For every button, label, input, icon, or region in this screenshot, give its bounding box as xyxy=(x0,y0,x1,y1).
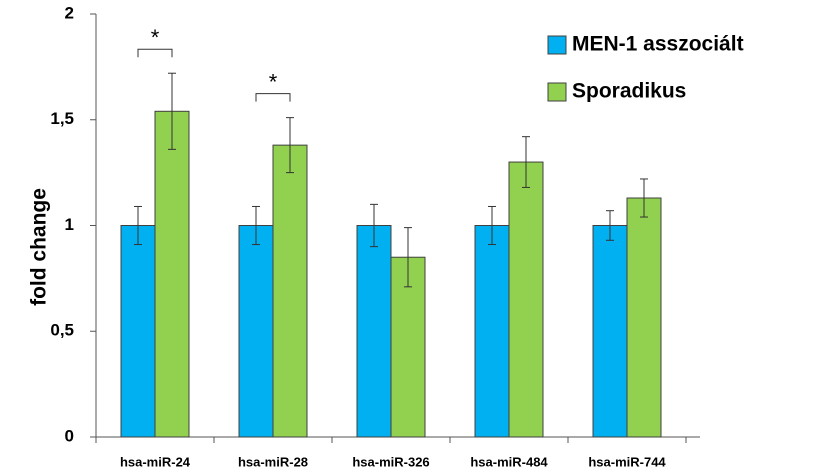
y-axis-label: fold change xyxy=(28,188,51,306)
error-bar xyxy=(488,205,496,246)
error-bar xyxy=(404,227,412,288)
significance-label: * xyxy=(151,25,160,50)
bar xyxy=(238,225,274,438)
error-bar xyxy=(134,205,142,246)
bar xyxy=(626,197,662,438)
legend-label: Sporadikus xyxy=(572,80,686,103)
y-tick-label: 0 xyxy=(65,426,74,445)
x-tick-label: hsa-miR-484 xyxy=(470,454,548,469)
x-tick-label: hsa-miR-24 xyxy=(120,454,191,469)
x-tick-label: hsa-miR-326 xyxy=(352,454,429,469)
bar xyxy=(120,225,156,438)
y-tick-label: 1 xyxy=(65,215,74,234)
significance-bracket xyxy=(255,93,291,102)
legend-label: MEN-1 asszociált xyxy=(572,33,744,56)
significance-label: * xyxy=(269,69,278,94)
error-bar xyxy=(252,205,260,246)
error-bar xyxy=(370,203,378,248)
bar xyxy=(356,225,392,438)
bar xyxy=(592,225,628,438)
error-bar xyxy=(640,178,648,218)
x-tick-label: hsa-miR-28 xyxy=(238,454,308,469)
legend-swatch xyxy=(547,82,567,102)
x-tick-label: hsa-miR-744 xyxy=(588,454,666,469)
error-bar xyxy=(522,136,530,188)
y-tick-label: 2 xyxy=(65,3,74,22)
bar xyxy=(508,161,544,438)
bar xyxy=(474,225,510,438)
error-bar xyxy=(286,117,294,174)
legend-swatch xyxy=(547,35,567,55)
bar xyxy=(272,144,308,438)
significance-bracket xyxy=(137,48,173,58)
y-tick-label: 1,5 xyxy=(50,109,74,128)
error-bar xyxy=(168,72,176,150)
bar xyxy=(154,110,190,438)
y-tick-label: 0,5 xyxy=(50,321,74,340)
error-bar xyxy=(606,210,614,241)
